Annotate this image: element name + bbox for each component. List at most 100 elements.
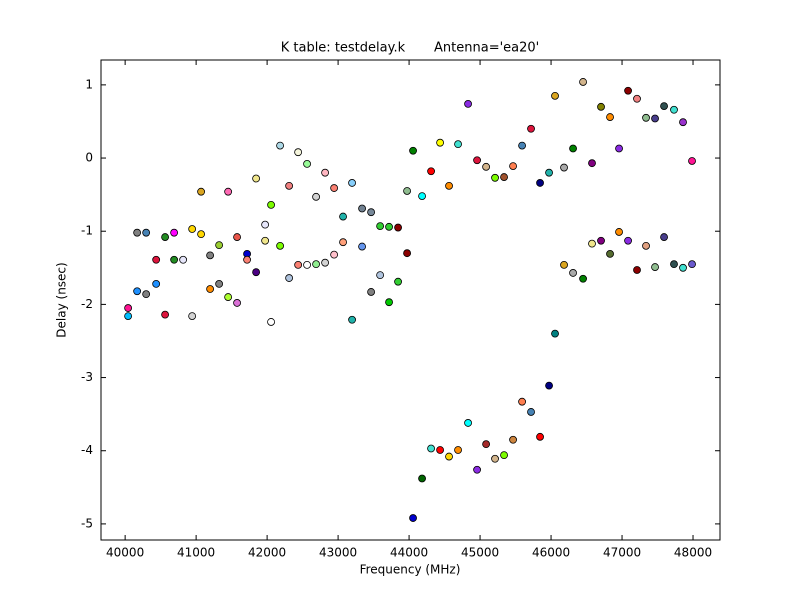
y-tick-label: 1 (85, 77, 93, 91)
data-point (615, 228, 623, 236)
data-point (312, 192, 320, 201)
data-point (491, 173, 499, 182)
chart-title: K table: testdelay.k Antenna='ea20' (281, 41, 540, 56)
data-point (224, 293, 233, 301)
data-point (660, 233, 668, 241)
data-point (597, 236, 605, 245)
data-point (624, 86, 632, 95)
x-tick-label: 41000 (177, 546, 215, 560)
data-point (579, 78, 587, 86)
data-point (464, 100, 472, 108)
data-point (348, 179, 356, 187)
x-tick-label: 42000 (248, 546, 286, 560)
data-point (615, 144, 623, 153)
data-point (569, 144, 577, 153)
data-point (133, 228, 142, 237)
data-point (294, 260, 303, 269)
data-point (491, 454, 499, 463)
data-point (409, 514, 417, 522)
data-point (670, 260, 678, 269)
data-point (670, 105, 678, 114)
data-point (133, 287, 142, 296)
data-point (376, 222, 385, 230)
data-point (261, 220, 270, 229)
data-point (545, 168, 553, 177)
data-point (303, 160, 311, 168)
data-point (588, 159, 596, 168)
data-point (688, 260, 696, 269)
data-point (527, 124, 535, 133)
data-point (321, 258, 330, 267)
data-point (606, 113, 614, 121)
data-point (509, 435, 517, 444)
data-point (170, 255, 179, 264)
x-tick-label: 40000 (106, 546, 144, 560)
y-tick-label: -5 (81, 516, 93, 530)
data-point (679, 263, 687, 272)
data-point (464, 419, 472, 427)
data-point (606, 250, 614, 258)
y-tick-label: -3 (81, 370, 93, 384)
data-point (267, 318, 275, 326)
x-tick-label: 48000 (674, 546, 712, 560)
y-axis-label: Delay (nsec) (55, 262, 69, 337)
data-point (339, 238, 347, 247)
data-point (142, 228, 151, 237)
data-point (560, 163, 568, 172)
data-point (385, 298, 393, 307)
data-point (215, 280, 224, 288)
data-point (394, 223, 402, 232)
data-point (536, 432, 544, 441)
data-point (527, 408, 535, 416)
data-point (454, 140, 462, 149)
data-point (454, 446, 462, 454)
y-tick-label: -2 (81, 297, 93, 311)
data-point (252, 268, 261, 277)
data-point (261, 236, 270, 245)
data-point (303, 260, 311, 269)
data-point (560, 260, 568, 269)
data-point (482, 440, 491, 449)
x-tick-label: 44000 (390, 546, 428, 560)
data-point (339, 212, 347, 221)
data-point (252, 174, 261, 183)
data-point (161, 310, 170, 319)
data-point (197, 187, 205, 196)
x-axis-label: Frequency (MHz) (360, 563, 461, 577)
data-point (642, 241, 650, 250)
x-tick-label: 46000 (532, 546, 570, 560)
data-point (500, 451, 508, 460)
data-point (518, 141, 526, 150)
data-point (358, 204, 366, 213)
data-point (243, 255, 251, 264)
data-point (409, 146, 417, 155)
data-point (445, 181, 453, 190)
data-point (427, 444, 435, 453)
data-point (633, 266, 641, 274)
x-tick-label: 43000 (319, 546, 357, 560)
y-tick-label: -1 (81, 224, 93, 238)
data-point (394, 277, 402, 286)
data-point (579, 274, 587, 283)
data-point (285, 274, 294, 282)
data-point (385, 222, 393, 231)
data-point (188, 312, 197, 320)
data-point (427, 167, 435, 176)
plot-frame (100, 59, 721, 541)
data-point (473, 156, 481, 165)
data-point (330, 250, 339, 259)
data-point (170, 228, 179, 237)
data-point (642, 113, 650, 122)
data-point (418, 192, 426, 200)
data-point (545, 381, 553, 390)
data-point (367, 288, 376, 296)
data-point (518, 397, 526, 406)
data-point (233, 299, 241, 307)
data-point (376, 271, 385, 280)
data-point (660, 102, 668, 110)
data-point (436, 138, 445, 147)
data-point (688, 157, 696, 165)
data-point (551, 91, 559, 100)
data-point (321, 168, 330, 177)
